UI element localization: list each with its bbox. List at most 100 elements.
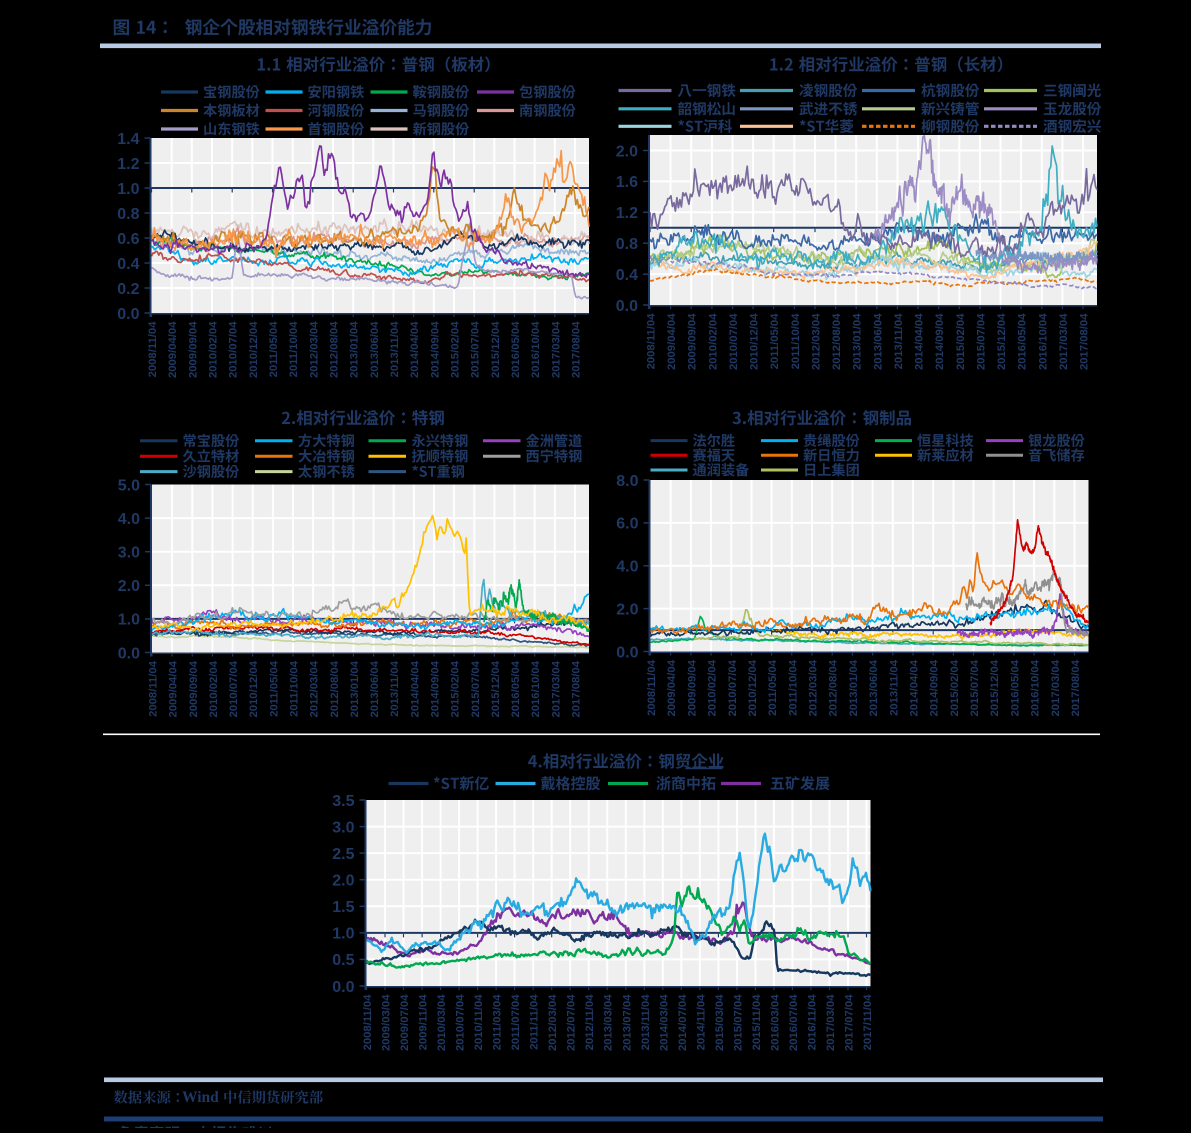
- svg-text:2015/12/04: 2015/12/04: [490, 321, 502, 378]
- svg-text:2014/09/04: 2014/09/04: [429, 321, 441, 378]
- svg-text:0.0: 0.0: [332, 979, 354, 996]
- svg-text:2016/05/04: 2016/05/04: [510, 660, 522, 717]
- svg-text:2011/03/04: 2011/03/04: [492, 994, 504, 1051]
- svg-text:2010/07/04: 2010/07/04: [727, 659, 739, 716]
- svg-text:2013/11/04: 2013/11/04: [389, 660, 401, 717]
- svg-text:2013/06/04: 2013/06/04: [369, 660, 381, 717]
- svg-text:4.0: 4.0: [118, 511, 140, 528]
- svg-text:2016/05/04: 2016/05/04: [510, 321, 522, 378]
- svg-text:2015/07/04: 2015/07/04: [470, 660, 482, 717]
- svg-text:1.6: 1.6: [616, 174, 638, 191]
- svg-text:2015/02/04: 2015/02/04: [955, 313, 967, 370]
- svg-text:2010/11/04: 2010/11/04: [473, 994, 485, 1051]
- svg-text:2014/03/04: 2014/03/04: [658, 994, 670, 1051]
- svg-text:2015/07/04: 2015/07/04: [732, 994, 744, 1051]
- svg-text:0.8: 0.8: [616, 236, 638, 253]
- svg-text:2013/06/04: 2013/06/04: [369, 321, 381, 378]
- svg-text:2.0: 2.0: [616, 143, 638, 160]
- svg-text:6.0: 6.0: [616, 516, 638, 533]
- svg-text:0.5: 0.5: [332, 952, 354, 969]
- svg-text:2017/03/04: 2017/03/04: [1050, 659, 1062, 716]
- svg-text:1.0: 1.0: [117, 181, 139, 198]
- svg-text:0.0: 0.0: [616, 644, 638, 661]
- svg-text:2014/04/04: 2014/04/04: [409, 321, 421, 378]
- svg-text:2009/07/04: 2009/07/04: [399, 994, 411, 1051]
- svg-text:0.2: 0.2: [117, 281, 139, 298]
- svg-text:2013/03/04: 2013/03/04: [603, 994, 615, 1051]
- svg-text:2014/04/04: 2014/04/04: [914, 313, 926, 370]
- svg-text:2015/07/04: 2015/07/04: [975, 313, 987, 370]
- svg-text:2010/12/04: 2010/12/04: [248, 321, 260, 378]
- svg-text:2011/05/04: 2011/05/04: [767, 659, 779, 716]
- svg-text:2014/11/04: 2014/11/04: [695, 994, 707, 1051]
- svg-text:2008/11/04: 2008/11/04: [646, 313, 658, 370]
- svg-text:2017/03/04: 2017/03/04: [550, 321, 562, 378]
- svg-text:2016/05/04: 2016/05/04: [1009, 659, 1021, 716]
- svg-text:4.0: 4.0: [616, 559, 638, 576]
- svg-text:0.6: 0.6: [117, 231, 139, 248]
- svg-text:1.0: 1.0: [118, 612, 140, 629]
- svg-text:2013/07/04: 2013/07/04: [621, 994, 633, 1051]
- svg-text:2012/08/04: 2012/08/04: [828, 659, 840, 716]
- svg-text:2009/04/04: 2009/04/04: [666, 313, 678, 370]
- svg-text:2008/11/04: 2008/11/04: [148, 660, 160, 717]
- svg-text:2.0: 2.0: [118, 578, 140, 595]
- svg-text:2009/04/04: 2009/04/04: [167, 321, 179, 378]
- svg-text:0.4: 0.4: [117, 256, 139, 273]
- svg-text:0.0: 0.0: [117, 306, 139, 323]
- svg-text:2013/11/04: 2013/11/04: [893, 313, 905, 370]
- svg-text:2008/11/04: 2008/11/04: [646, 659, 658, 716]
- svg-text:2012/03/04: 2012/03/04: [309, 660, 321, 717]
- svg-text:2015/12/04: 2015/12/04: [490, 660, 502, 717]
- svg-text:2012/03/04: 2012/03/04: [811, 313, 823, 370]
- svg-text:2008/11/04: 2008/11/04: [362, 994, 374, 1051]
- svg-text:2010/02/04: 2010/02/04: [707, 659, 719, 716]
- svg-text:2012/11/04: 2012/11/04: [584, 994, 596, 1051]
- svg-text:2013/01/04: 2013/01/04: [349, 321, 361, 378]
- svg-text:1.4: 1.4: [117, 131, 139, 148]
- svg-text:2009/03/04: 2009/03/04: [381, 994, 393, 1051]
- svg-text:2012/08/04: 2012/08/04: [831, 313, 843, 370]
- svg-text:Wind: Wind: [182, 1089, 219, 1106]
- svg-text:2012/08/04: 2012/08/04: [329, 321, 341, 378]
- svg-text:2014/09/04: 2014/09/04: [934, 313, 946, 370]
- svg-text:2017/08/04: 2017/08/04: [1070, 659, 1082, 716]
- svg-text:2009/04/04: 2009/04/04: [168, 660, 180, 717]
- svg-text:2010/02/04: 2010/02/04: [707, 313, 719, 370]
- svg-text:2010/03/04: 2010/03/04: [436, 994, 448, 1051]
- svg-text:2016/07/04: 2016/07/04: [788, 994, 800, 1051]
- svg-text:2013/06/04: 2013/06/04: [868, 659, 880, 716]
- svg-text:2015/11/04: 2015/11/04: [751, 994, 763, 1051]
- svg-text:2015/02/04: 2015/02/04: [450, 321, 462, 378]
- svg-text:2013/01/04: 2013/01/04: [349, 660, 361, 717]
- svg-text:2010/12/04: 2010/12/04: [749, 313, 761, 370]
- svg-text:0.4: 0.4: [616, 267, 638, 284]
- svg-text:2014/09/04: 2014/09/04: [430, 660, 442, 717]
- svg-text:2012/03/04: 2012/03/04: [308, 321, 320, 378]
- svg-text:2013/01/04: 2013/01/04: [852, 313, 864, 370]
- svg-text:2015/12/04: 2015/12/04: [996, 313, 1008, 370]
- svg-text:2015/02/04: 2015/02/04: [949, 659, 961, 716]
- svg-text:2013/11/04: 2013/11/04: [888, 659, 900, 716]
- svg-text:2017/07/04: 2017/07/04: [844, 994, 856, 1051]
- svg-text:2009/09/04: 2009/09/04: [187, 321, 199, 378]
- svg-text:2011/05/04: 2011/05/04: [268, 660, 280, 717]
- svg-text:2010/02/04: 2010/02/04: [208, 660, 220, 717]
- svg-text:2012/03/04: 2012/03/04: [547, 994, 559, 1051]
- svg-text:2014/04/04: 2014/04/04: [909, 659, 921, 716]
- svg-text:2016/05/04: 2016/05/04: [1017, 313, 1029, 370]
- svg-text:2015/03/04: 2015/03/04: [714, 994, 726, 1051]
- svg-text:2017/08/04: 2017/08/04: [571, 660, 583, 717]
- svg-text:3.0: 3.0: [332, 819, 354, 836]
- svg-text:2010/07/04: 2010/07/04: [228, 321, 240, 378]
- svg-text:2012/08/04: 2012/08/04: [329, 660, 341, 717]
- svg-text:2017/03/04: 2017/03/04: [1058, 313, 1070, 370]
- svg-text:2015/12/04: 2015/12/04: [989, 659, 1001, 716]
- svg-text:2009/11/04: 2009/11/04: [418, 994, 430, 1051]
- svg-text:2011/10/04: 2011/10/04: [288, 321, 300, 378]
- svg-text:2011/10/04: 2011/10/04: [787, 659, 799, 716]
- svg-text:3.0: 3.0: [118, 545, 140, 562]
- svg-text:2013/11/04: 2013/11/04: [640, 994, 652, 1051]
- svg-text:3.5: 3.5: [332, 793, 354, 810]
- svg-text:2015/07/04: 2015/07/04: [470, 321, 482, 378]
